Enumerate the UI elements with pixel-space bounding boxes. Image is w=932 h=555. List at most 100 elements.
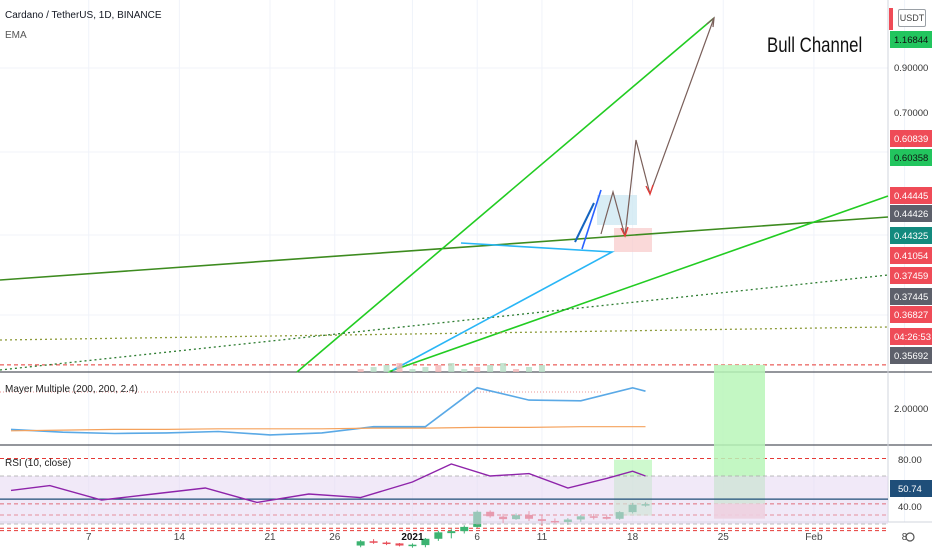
price-label-box [890, 149, 932, 166]
time-tick-label: 26 [329, 532, 341, 543]
price-label-text: 0.60839 [894, 134, 928, 145]
price-label: 0.60358 [890, 149, 932, 166]
price-label-box [890, 205, 932, 222]
top-price-marker [889, 8, 893, 30]
volume-bar [461, 369, 468, 372]
volume-bar [513, 369, 520, 372]
price-label-box [890, 347, 932, 364]
volume-bars [357, 363, 545, 372]
volume-bar [526, 367, 532, 372]
candle-body [382, 542, 391, 545]
candle [434, 530, 443, 541]
mayer-reference-line [10, 426, 646, 432]
volume-bar [409, 369, 416, 372]
price-label-text: 04:26:53 [894, 332, 931, 343]
price-label-box [890, 130, 932, 147]
candle [460, 525, 469, 534]
candle [447, 529, 456, 539]
candle [421, 537, 430, 548]
currency-selector[interactable]: USDT [898, 9, 926, 27]
price-label-text: 0.36827 [894, 310, 928, 321]
price-label-box [890, 267, 932, 284]
candle [369, 539, 378, 544]
price-label: 0.60839 [890, 130, 932, 147]
support-dotted-line [0, 326, 889, 341]
price-label: 0.90000 [894, 63, 928, 74]
candle-body [369, 541, 378, 543]
volume-bar [474, 367, 481, 372]
volume-bar [422, 367, 429, 372]
mayer-axis-label: 2.00000 [894, 404, 928, 415]
projection-arrow [645, 184, 654, 196]
candle-body [434, 532, 443, 539]
price-label: 0.36827 [890, 306, 932, 323]
time-tick-label: 21 [264, 532, 276, 543]
price-label: 04:26:53 [890, 328, 932, 345]
price-label-text: 0.44325 [894, 231, 928, 242]
time-tick-label: 18 [627, 532, 639, 543]
time-tick-label: Feb [805, 532, 823, 543]
mayer-legend: Mayer Multiple (200, 200, 2.4) [5, 384, 138, 395]
time-axis: 7 14 21 26 2021 6 11 18 25 Feb 8 [86, 532, 915, 543]
rsi-value-box [890, 480, 932, 497]
price-label: 0.44445 [890, 187, 932, 204]
volume-bar [448, 363, 455, 372]
price-label-box [890, 227, 932, 244]
projection-zone [597, 195, 637, 225]
volume-bar [357, 369, 364, 372]
time-tick-label: 11 [537, 532, 548, 543]
channel-upper-line [296, 17, 715, 373]
price-axis: 1.16844 0.90000 0.70000 0.60839 0.60358 0.444… [889, 8, 932, 513]
price-label-box [890, 247, 932, 264]
candle [356, 540, 365, 548]
volume-bar [383, 365, 390, 372]
candle [382, 541, 391, 546]
rsi-axis-label: 40.00 [898, 502, 922, 513]
candle-body [447, 531, 456, 534]
rsi-band [0, 476, 888, 524]
rsi-legend: RSI (10, close) [5, 458, 72, 469]
candle [408, 543, 417, 548]
price-label: 0.37445 [890, 288, 932, 305]
candle-body [408, 544, 417, 547]
bull-channel-label: Bull Channel [767, 34, 863, 57]
price-label-box [890, 288, 932, 305]
drawn-trendlines [0, 16, 889, 373]
price-label-text: 0.60358 [894, 153, 928, 164]
volume-bar [435, 365, 442, 372]
volume-bar [487, 365, 494, 372]
mayer-line [10, 386, 646, 436]
price-label-box [890, 187, 932, 204]
price-label: 0.41054 [890, 247, 932, 264]
projection-path [600, 17, 715, 237]
price-label-text: 0.70000 [894, 108, 928, 119]
volume-bar [538, 365, 545, 372]
price-label-box [890, 306, 932, 323]
price-label-text: 0.37445 [894, 292, 928, 303]
rsi-value-label: 50.74 [898, 484, 922, 495]
price-label: 0.35692 [890, 347, 932, 364]
indicator-panes [0, 386, 888, 525]
stop-zone-small [614, 228, 652, 252]
volume-bar [396, 363, 403, 372]
price-label-box [890, 31, 932, 48]
support-dotted-line [0, 274, 889, 371]
trend-line [0, 216, 889, 281]
triangle-pattern [392, 242, 615, 371]
time-tick-label: 7 [86, 532, 92, 543]
time-tick-label: 6 [474, 532, 480, 543]
time-tick-label: 25 [718, 532, 730, 543]
breakout-line [581, 189, 602, 250]
time-tick-label: 14 [174, 532, 186, 543]
price-label-box [890, 328, 932, 345]
price-label-text: 0.44426 [894, 209, 928, 220]
ema-legend: EMA [5, 30, 27, 41]
rsi-line [10, 463, 646, 504]
time-tick-label: 2021 [401, 532, 424, 543]
price-label: 0.70000 [894, 108, 928, 119]
volume-bar [500, 363, 507, 372]
price-label: 0.44426 [890, 205, 932, 222]
